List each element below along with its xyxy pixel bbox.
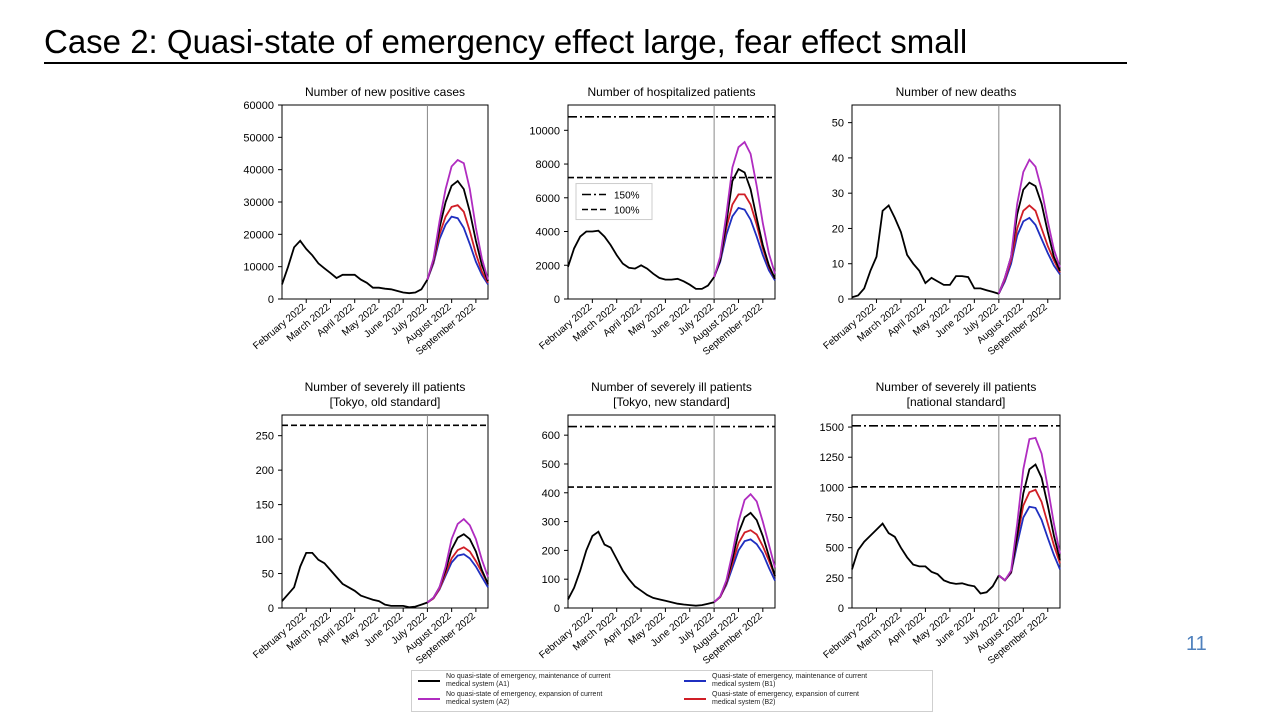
y-tick-label: 500: [826, 543, 844, 555]
projection-line-a2: [997, 158, 1061, 295]
plot-frame: [281, 414, 489, 609]
chart-title: Number of severely ill patients: [591, 380, 752, 394]
plot-frame: [567, 414, 776, 609]
y-tick-label: 200: [256, 465, 274, 477]
chart-3: Number of new deaths01020304050February …: [821, 85, 1061, 358]
y-tick-label: 30: [832, 188, 844, 200]
chart-title: [national standard]: [907, 395, 1006, 409]
y-tick-label: 250: [826, 573, 844, 585]
y-tick-label: 1500: [820, 422, 844, 434]
y-tick-label: 20: [832, 223, 844, 235]
plot-frame: [281, 104, 489, 300]
y-tick-label: 10000: [529, 125, 560, 137]
y-tick-label: 40000: [243, 165, 274, 177]
projection-line-a1: [998, 463, 1061, 582]
y-tick-label: 400: [542, 488, 560, 500]
history-line: [281, 552, 428, 609]
legend-swatch-a1: [418, 680, 440, 682]
chart-title: Number of hospitalized patients: [587, 85, 755, 99]
projection-line-b1: [713, 206, 776, 281]
history-line: [851, 204, 1000, 299]
y-tick-label: 600: [542, 430, 560, 442]
chart-title: Number of new deaths: [896, 85, 1017, 99]
inset-legend-label: 150%: [614, 191, 640, 202]
chart-5: Number of severely ill patients[Tokyo, n…: [537, 380, 776, 667]
legend-item-b1: Quasi-state of emergency, maintenance of…: [684, 673, 882, 689]
plot-frame: [851, 414, 1061, 609]
chart-6: Number of severely ill patients[national…: [820, 380, 1061, 667]
history-line: [851, 522, 1000, 595]
chart-title: [Tokyo, old standard]: [330, 395, 441, 409]
legend-label-b2: Quasi-state of emergency, expansion of c…: [712, 691, 859, 706]
legend-label-b1: Quasi-state of emergency, maintenance of…: [712, 673, 868, 688]
legend-item-a2: No quasi-state of emergency, expansion o…: [418, 691, 616, 707]
y-tick-label: 0: [554, 603, 560, 615]
chart-1: Number of new positive cases 0 10000 20000 3…: [243, 85, 489, 358]
history-line: [567, 229, 715, 290]
projection-line-a2: [998, 436, 1061, 582]
y-tick-label: 50000: [243, 132, 274, 144]
y-tick-label: 100: [542, 574, 560, 586]
y-tick-label: 300: [542, 517, 560, 529]
y-tick-label: 40: [832, 153, 844, 165]
page-number: 11: [1186, 633, 1207, 655]
history-line: [567, 530, 715, 607]
chart-title: Number of severely ill patients: [305, 380, 466, 394]
legend-label-a2: No quasi-state of emergency, expansion o…: [446, 691, 603, 706]
y-tick-label: 50: [262, 569, 274, 581]
chart-title: Number of new positive cases: [305, 85, 465, 99]
y-tick-label: 10: [832, 259, 844, 271]
y-tick-label: 1000: [820, 482, 844, 494]
y-tick-label: 200: [542, 545, 560, 557]
y-tick-label: 0: [838, 603, 844, 615]
legend-label-a1: No quasi-state of emergency, maintenance…: [446, 673, 611, 688]
legend-item-b2: Quasi-state of emergency, expansion of c…: [684, 691, 882, 707]
y-tick-label: 4000: [536, 227, 560, 239]
inset-legend: [575, 183, 653, 221]
y-tick-label: 150: [256, 500, 274, 512]
y-tick-label: 10000: [243, 262, 274, 274]
y-tick-label: 50: [832, 118, 844, 130]
projection-line-a2: [713, 140, 776, 278]
projection-line-a2: [426, 517, 489, 604]
chart-4: Number of severely ill patients[Tokyo, o…: [251, 380, 489, 667]
y-tick-label: 0: [268, 603, 274, 615]
y-tick-label: 60000: [243, 100, 274, 112]
y-tick-label: 0: [838, 294, 844, 306]
y-tick-label: 6000: [536, 193, 560, 205]
chart-title: Number of severely ill patients: [876, 380, 1037, 394]
projection-line-a1: [713, 167, 776, 280]
legend-swatch-b2: [684, 698, 706, 700]
y-tick-label: 250: [256, 431, 274, 443]
legend-item-a1: No quasi-state of emergency, maintenance…: [418, 673, 616, 689]
y-tick-label: 750: [826, 513, 844, 525]
inset-legend-label: 100%: [614, 206, 640, 217]
legend-swatch-a2: [418, 698, 440, 700]
slide-title: Case 2: Quasi-state of emergency effect …: [44, 22, 1127, 64]
y-tick-label: 100: [256, 534, 274, 546]
y-tick-label: 20000: [243, 229, 274, 241]
y-tick-label: 0: [554, 294, 560, 306]
y-tick-label: 500: [542, 459, 560, 471]
chart-2: Number of hospitalized patients 0 2000 4000…: [529, 85, 776, 358]
projection-line-a1: [426, 179, 489, 282]
projection-line-b1: [997, 216, 1061, 295]
projection-line-a2: [713, 492, 776, 603]
legend-swatch-b1: [684, 680, 706, 682]
y-tick-label: 1250: [820, 452, 844, 464]
projection-line-a2: [426, 158, 489, 280]
plot-frame: [567, 104, 776, 300]
scenario-legend: No quasi-state of emergency, maintenance…: [411, 670, 933, 712]
plot-frame: [851, 104, 1061, 300]
history-line: [281, 239, 429, 295]
chart-title: [Tokyo, new standard]: [613, 395, 730, 409]
y-tick-label: 0: [268, 294, 274, 306]
y-tick-label: 8000: [536, 159, 560, 171]
y-tick-label: 30000: [243, 197, 274, 209]
y-tick-label: 2000: [536, 260, 560, 272]
